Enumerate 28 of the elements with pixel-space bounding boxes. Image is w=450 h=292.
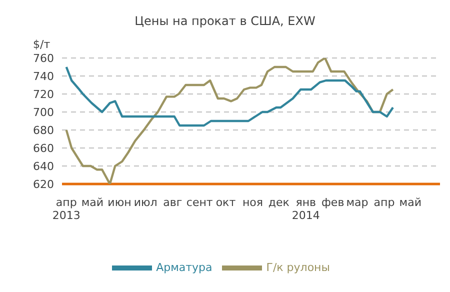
- x-tick-label: май: [81, 196, 104, 209]
- y-tick-label: 700: [33, 106, 54, 119]
- y-tick-label: 760: [33, 52, 54, 65]
- chart-title: Цены на прокат в США, EXW: [134, 14, 316, 28]
- legend-label: Г/к рулоны: [266, 261, 330, 274]
- y-tick-label: 660: [33, 142, 54, 155]
- x-tick-label: июл: [134, 196, 158, 209]
- y-tick-label: 620: [33, 178, 54, 191]
- x-tick-label: янв 2014: [292, 196, 320, 222]
- line-series: [65, 58, 394, 184]
- y-tick-label: 640: [33, 160, 54, 173]
- x-tick-label: июн: [108, 196, 132, 209]
- x-tick-label: апр: [374, 196, 395, 209]
- x-tick-label: дек: [268, 196, 290, 209]
- y-axis-title: $/т: [33, 38, 50, 51]
- x-tick-label: авг: [163, 196, 182, 209]
- y-tick-label: 720: [33, 88, 54, 101]
- x-tick-label: ноя: [242, 196, 264, 209]
- x-tick-label: фев: [322, 196, 344, 209]
- y-tick-label: 680: [33, 124, 54, 137]
- x-tick-label: сент: [186, 196, 214, 209]
- x-tick-label: мар: [346, 196, 368, 209]
- x-tick-label: окт: [216, 196, 236, 209]
- line-series: [65, 66, 394, 127]
- x-tick-label: май: [399, 196, 422, 209]
- x-tick-label: апр 2013: [52, 196, 80, 222]
- legend-label: Арматура: [156, 261, 212, 274]
- y-tick-label: 740: [33, 70, 54, 83]
